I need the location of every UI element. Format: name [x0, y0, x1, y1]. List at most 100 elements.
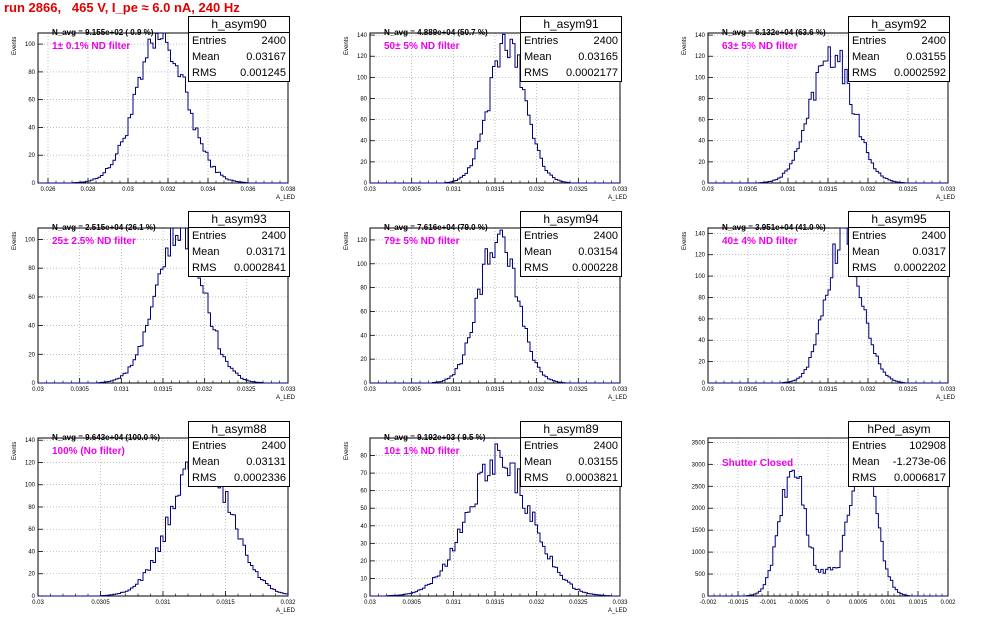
entries-value: 2400	[261, 35, 286, 47]
y-tick-label: 70	[360, 471, 367, 477]
y-tick-label: 80	[28, 266, 35, 272]
rms-label: RMS	[852, 472, 877, 484]
y-tick-label: 3000	[692, 462, 706, 468]
y-tick-label: 2000	[692, 506, 706, 512]
rms-label: RMS	[192, 262, 217, 274]
entries-value: 2400	[921, 35, 946, 47]
y-tick-label: 120	[25, 460, 36, 466]
y-tick-label: 0	[364, 181, 368, 187]
y-tick-label: 0	[364, 381, 368, 387]
y-tick-label: 40	[698, 338, 705, 344]
mean-label: Mean	[192, 246, 220, 258]
filter-annotation: 79± 5% ND filter	[384, 236, 460, 247]
mean-value: 0.03165	[578, 51, 618, 63]
y-tick-label: 140	[695, 33, 706, 39]
rms-label: RMS	[524, 67, 549, 79]
y-tick-label: 0	[364, 594, 368, 600]
filter-annotation: 50± 5% ND filter	[384, 41, 460, 52]
x-tick-label: 0.032	[160, 187, 176, 193]
x-tick-label: 0.0315	[216, 600, 235, 606]
y-tick-label: 80	[28, 505, 35, 511]
y-tick-label: 120	[695, 253, 706, 259]
y-tick-label: 40	[698, 139, 705, 145]
y-tick-label: 0	[702, 381, 706, 387]
x-axis-label: A_LED	[608, 395, 628, 401]
rms-value: 0.000228	[572, 262, 618, 274]
histogram-line-h_asym93	[38, 227, 288, 384]
mean-value: 0.03155	[906, 51, 946, 63]
x-tick-label: 0.0315	[486, 187, 505, 193]
entries-label: Entries	[524, 230, 559, 242]
y-tick-label: 20	[698, 160, 705, 166]
y-tick-label: 100	[695, 274, 706, 280]
x-tick-label: 0.032	[529, 387, 545, 393]
y-tick-label: 0	[32, 381, 36, 387]
y-tick-label: 0	[702, 594, 706, 600]
x-tick-label: 0.031	[114, 387, 130, 393]
y-tick-label: 20	[28, 572, 35, 578]
filter-annotation: 40± 4% ND filter	[722, 236, 798, 247]
x-tick-label: 0.03	[702, 387, 714, 393]
x-axis-label: A_LED	[936, 195, 956, 201]
histogram-name: h_asym95	[849, 212, 949, 228]
y-tick-label: 0	[32, 594, 36, 600]
histogram-line-h_asym94	[370, 229, 620, 384]
y-tick-label: 30	[360, 541, 367, 547]
y-tick-label: 80	[360, 286, 367, 292]
mean-label: Mean	[524, 51, 552, 63]
y-tick-label: 100	[695, 75, 706, 81]
n-avg-label: N_avg = 6.132e+04 (63.6 %)	[722, 28, 826, 37]
rms-label: RMS	[192, 67, 217, 79]
entries-label: Entries	[852, 35, 887, 47]
x-axis-label: A_LED	[276, 608, 296, 614]
histogram-name: h_asym91	[521, 17, 621, 33]
y-tick-label: 20	[698, 360, 705, 366]
filter-annotation: 100% (No filter)	[52, 446, 125, 457]
entries-label: Entries	[192, 35, 227, 47]
n-avg-label: N_avg = 2.515e+04 (26.1 %)	[52, 223, 156, 232]
n-avg-label: N_avg = 9.643e+04 (100.0 %)	[52, 433, 161, 442]
stat-box-h_asym95: h_asym95 Entries 2400 Mean 0.0317 RMS 0.000220…	[848, 211, 950, 277]
rms-value: 0.0002177	[566, 67, 618, 79]
filter-annotation: 25± 2.5% ND filter	[52, 236, 136, 247]
histogram-name: h_asym93	[189, 212, 289, 228]
x-tick-label: 0.03	[364, 187, 376, 193]
x-tick-label: 0.03	[32, 387, 44, 393]
rms-label: RMS	[192, 472, 217, 484]
stat-box-h_asym89: h_asym89 Entries 2400 Mean 0.03155 RMS 0.00038…	[520, 421, 622, 487]
histogram-name: h_asym92	[849, 17, 949, 33]
n-avg-label: N_avg = 7.616e+04 (79.0 %)	[384, 223, 488, 232]
stat-box-h_asym93: h_asym93 Entries 2400 Mean 0.03171 RMS 0.00028…	[188, 211, 290, 277]
y-tick-label: 140	[695, 231, 706, 237]
stat-box-h_asym94: h_asym94 Entries 2400 Mean 0.03154 RMS 0.00022…	[520, 211, 622, 277]
y-tick-label: 100	[25, 42, 36, 48]
x-tick-label: 0.032	[529, 600, 545, 606]
y-tick-label: 20	[28, 352, 35, 358]
x-tick-label: 0.001	[880, 600, 896, 606]
y-tick-label: 80	[360, 96, 367, 102]
x-tick-label: 0.026	[40, 187, 56, 193]
x-axis-label: A_LED	[936, 395, 956, 401]
x-tick-label: 0.028	[80, 187, 96, 193]
x-tick-label: 0.0315	[154, 387, 173, 393]
y-tick-label: 60	[28, 98, 35, 104]
stat-box-h_asym91: h_asym91 Entries 2400 Mean 0.03165 RMS 0.00021…	[520, 16, 622, 82]
entries-label: Entries	[852, 440, 887, 452]
x-tick-label: 0.031	[446, 600, 462, 606]
x-tick-label: -0.001	[759, 600, 777, 606]
x-tick-label: 0.033	[940, 387, 956, 393]
x-tick-label: 0.031	[446, 387, 462, 393]
x-tick-label: 0.0005	[849, 600, 868, 606]
mean-label: Mean	[852, 246, 880, 258]
x-tick-label: 0.032	[197, 387, 213, 393]
x-tick-label: 0.0315	[486, 387, 505, 393]
x-tick-label: 0.034	[200, 187, 216, 193]
y-tick-label: 40	[28, 324, 35, 330]
histogram-line-h_asym90	[38, 32, 288, 184]
x-tick-label: 0.0325	[569, 187, 588, 193]
y-tick-label: 0	[702, 181, 706, 187]
x-tick-label: 0.0325	[237, 387, 256, 393]
